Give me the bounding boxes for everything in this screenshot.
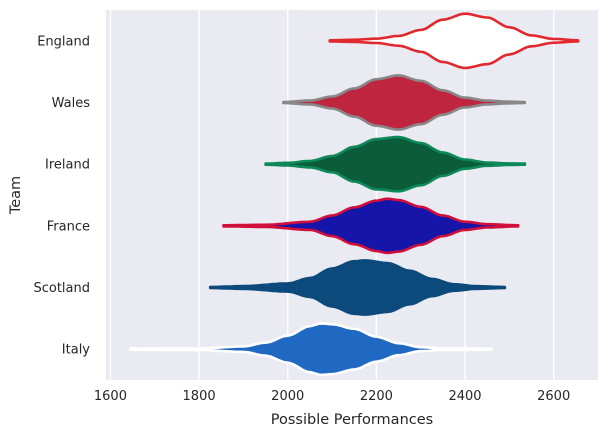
grid-lines [109,10,555,380]
y-tick-label: Scotland [33,281,90,296]
x-axis-label: Possible Performances [271,412,433,428]
y-tick-label: Wales [52,96,91,111]
x-tick-label: 2600 [537,389,570,404]
violin-france [222,197,520,255]
y-tick-labels: England Wales Ireland France Scotland Italy [33,34,90,357]
x-tick-labels: 1600 1800 2000 2200 2400 2600 [94,389,570,404]
y-tick-label: Ireland [45,158,90,173]
violin-scotland [208,259,507,316]
y-tick-label: England [37,34,90,49]
violin-england [328,12,580,70]
y-tick-label: Italy [62,343,91,358]
violin-wales [282,74,527,131]
x-tick-label: 1800 [183,389,216,404]
y-axis-label: Team [8,176,24,215]
violin-ireland [264,135,527,193]
violins [129,12,580,377]
x-tick-label: 2200 [360,389,393,404]
plot-area [106,10,598,380]
y-tick-label: France [47,219,90,234]
violin-italy [129,322,493,377]
x-tick-label: 2000 [271,389,304,404]
x-tick-label: 2400 [448,389,481,404]
x-tick-label: 1600 [94,389,127,404]
